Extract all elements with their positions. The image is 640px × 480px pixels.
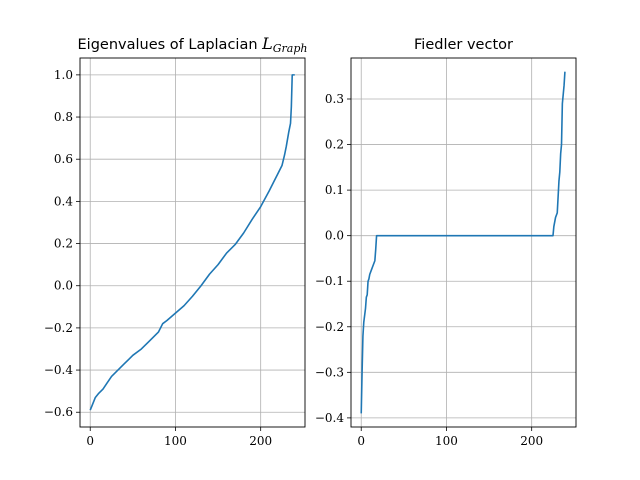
chart-title: Eigenvalues of Laplacian LGraph [78, 34, 308, 55]
series-line [360, 71, 566, 414]
x-tick-label: 0 [357, 434, 365, 448]
chart-title: Fiedler vector [414, 37, 513, 53]
fiedler-panel: 0 100 200 −0.4 −0.3 −0.2 −0.1 0.0 0.1 0.2 0.3 Fiedl… [315, 37, 577, 448]
y-tick-label: 0.3 [325, 92, 344, 106]
y-tick-label: 0.0 [54, 279, 73, 293]
y-tick-label: 0.2 [325, 138, 344, 152]
eigenvalues-panel: 0 100 200 −0.6 −0.4 −0.2 0.0 0.2 0.4 0.6 0.8 1.0 Eig… [44, 34, 308, 448]
x-tick-label: 200 [520, 434, 543, 448]
chart-title-math: L [261, 34, 273, 53]
y-tick-label: −0.2 [315, 320, 344, 334]
axes-frame [350, 57, 577, 428]
y-tick-label: −0.3 [315, 365, 344, 379]
y-tick-label: 0.1 [325, 183, 344, 197]
y-tick-label: 0.0 [325, 229, 344, 243]
y-tick-label: −0.4 [44, 363, 74, 377]
y-tick-label: −0.1 [315, 274, 344, 288]
x-tick-label: 100 [435, 434, 458, 448]
y-tick-label: 1.0 [54, 68, 73, 82]
series-line [89, 74, 295, 411]
y-tick-label: 0.4 [54, 194, 73, 208]
y-tick-label: −0.6 [44, 405, 73, 419]
x-tick-label: 100 [164, 434, 187, 448]
chart-title-text: Eigenvalues of Laplacian [78, 37, 263, 53]
axes-frame [79, 57, 306, 428]
y-tick-label: −0.2 [44, 321, 73, 335]
y-tick-label: 0.8 [54, 110, 73, 124]
y-tick-label: 0.2 [54, 237, 73, 251]
chart-title-text: Fiedler vector [414, 37, 513, 53]
x-tick-label: 0 [86, 434, 94, 448]
x-tick-label: 200 [249, 434, 272, 448]
chart-title-math-subscript: Graph [273, 42, 308, 55]
y-tick-label: 0.6 [54, 152, 73, 166]
y-tick-label: −0.4 [315, 411, 345, 425]
